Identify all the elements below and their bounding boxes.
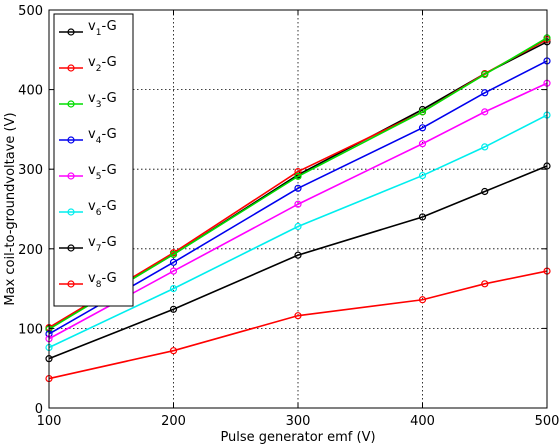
data-point — [169, 305, 178, 313]
x-axis-label: Pulse generator emf (V) — [220, 430, 375, 445]
legend-box — [53, 13, 134, 307]
legend-marker — [67, 100, 75, 108]
series-line — [48, 82, 548, 340]
series-line — [48, 60, 548, 335]
data-point — [481, 187, 489, 196]
legend-label: v1-G — [88, 19, 117, 38]
data-point — [418, 140, 427, 148]
legend-label: v2-G — [88, 55, 117, 74]
legend-label: v6-G — [88, 199, 117, 218]
legend-item: v4-G — [59, 127, 117, 146]
x-tick-label: 200 — [161, 414, 186, 429]
legend-label: v8-G — [88, 271, 117, 290]
data-point — [294, 200, 302, 208]
legend-marker — [67, 172, 75, 180]
legend-item: v1-G — [59, 19, 117, 38]
series-layer — [45, 34, 551, 383]
legend-marker — [67, 28, 75, 36]
legend-label: v3-G — [88, 91, 117, 110]
legend-marker — [67, 64, 75, 72]
data-point — [418, 171, 427, 180]
data-point — [418, 213, 427, 221]
data-point — [169, 258, 178, 266]
data-point — [169, 347, 178, 355]
y-tick-label: 100 — [18, 322, 43, 337]
y-tick-label: 0 — [35, 402, 43, 417]
data-point — [169, 250, 178, 258]
data-point — [294, 251, 302, 259]
data-point — [418, 108, 427, 116]
data-point — [294, 184, 302, 192]
legend-label: v5-G — [88, 163, 117, 182]
x-tick-label: 300 — [286, 414, 311, 429]
legend-marker — [67, 280, 75, 288]
series-line — [48, 270, 548, 380]
data-point — [294, 312, 302, 320]
legend-item: v6-G — [59, 199, 117, 218]
series-line — [48, 165, 548, 360]
x-tick-label: 400 — [410, 414, 435, 429]
x-tick-label: 100 — [37, 414, 62, 429]
x-tick-label: 500 — [535, 414, 560, 429]
data-point — [169, 267, 178, 275]
data-point — [418, 124, 427, 132]
legend-item: v8-G — [59, 271, 117, 290]
legend-label: v7-G — [88, 235, 117, 254]
data-point — [169, 285, 178, 293]
y-tick-label: 300 — [18, 163, 43, 178]
data-point — [481, 280, 489, 288]
data-point — [294, 172, 302, 180]
y-tick-label: 500 — [18, 4, 43, 19]
y-axis-label: Max coil-to-groundvoltave (V) — [3, 112, 18, 305]
legend-item: v2-G — [59, 55, 117, 74]
data-point — [294, 222, 302, 231]
legend-marker — [67, 244, 75, 252]
data-point — [418, 296, 427, 304]
y-tick-label: 200 — [18, 243, 43, 258]
legend-item: v3-G — [59, 91, 117, 110]
legend-label: v4-G — [88, 127, 117, 146]
data-point — [481, 143, 489, 151]
series-v6-G — [45, 111, 551, 352]
legend-item: v7-G — [59, 235, 117, 254]
data-point — [481, 89, 489, 97]
legend: v1-G v2-G v3-G v4-G v5-G v6-G v7-G v8-G — [53, 13, 134, 307]
series-line — [48, 37, 548, 330]
data-point — [481, 70, 489, 79]
y-tick-label: 400 — [18, 84, 43, 99]
grid-lines — [49, 10, 547, 408]
data-point — [481, 108, 489, 116]
series-line — [48, 114, 548, 349]
legend-item: v5-G — [59, 163, 117, 182]
legend-marker — [67, 208, 75, 216]
data-point — [294, 167, 302, 176]
legend-marker — [67, 136, 75, 144]
